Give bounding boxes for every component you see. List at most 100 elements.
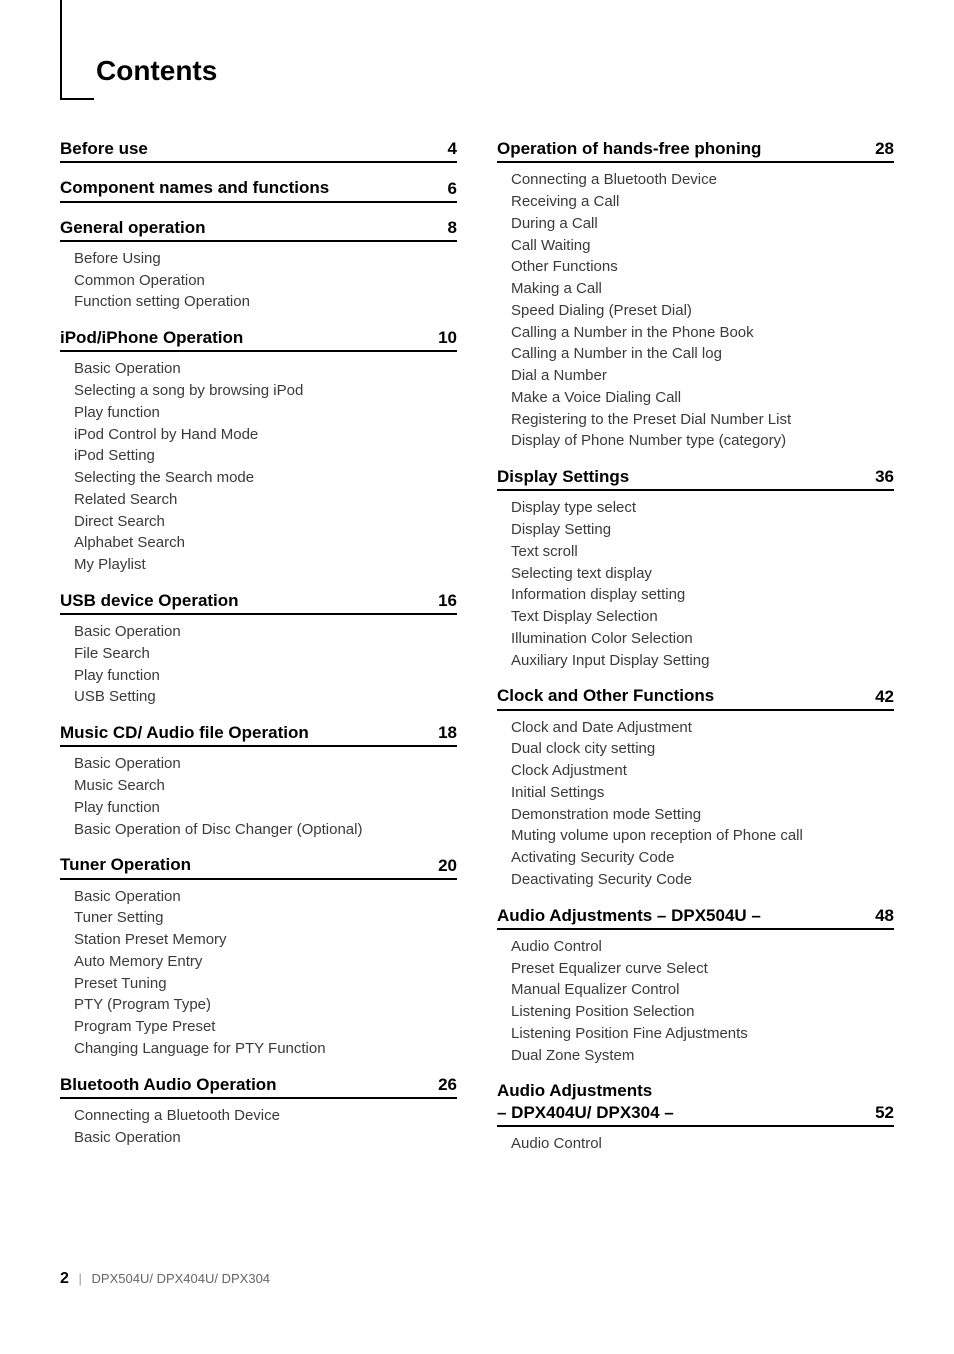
toc-item[interactable]: Connecting a Bluetooth Device <box>511 169 894 191</box>
toc-item[interactable]: Basic Operation <box>74 358 457 380</box>
toc-item[interactable]: Audio Control <box>511 1133 894 1155</box>
toc-item[interactable]: Manual Equalizer Control <box>511 979 894 1001</box>
toc-section-head[interactable]: Tuner Operation20 <box>60 854 457 879</box>
toc-item[interactable]: Station Preset Memory <box>74 929 457 951</box>
toc-item[interactable]: Selecting text display <box>511 563 894 585</box>
footer-separator: | <box>79 1271 82 1286</box>
toc-item[interactable]: Auxiliary Input Display Setting <box>511 650 894 672</box>
toc-item[interactable]: Music Search <box>74 775 457 797</box>
toc-item[interactable]: Function setting Operation <box>74 291 457 313</box>
toc-item[interactable]: Preset Tuning <box>74 973 457 995</box>
toc-section-title: Bluetooth Audio Operation <box>60 1074 277 1095</box>
toc-item[interactable]: Other Functions <box>511 256 894 278</box>
toc-item[interactable]: Preset Equalizer curve Select <box>511 958 894 980</box>
toc-item[interactable]: Basic Operation <box>74 621 457 643</box>
toc-item[interactable]: PTY (Program Type) <box>74 994 457 1016</box>
toc-item[interactable]: Calling a Number in the Call log <box>511 343 894 365</box>
toc-item[interactable]: Registering to the Preset Dial Number Li… <box>511 409 894 431</box>
toc-section-head[interactable]: USB device Operation16 <box>60 590 457 615</box>
toc-section-title: Audio Adjustments – DPX504U – <box>497 905 761 926</box>
toc-item[interactable]: Illumination Color Selection <box>511 628 894 650</box>
toc-item[interactable]: Activating Security Code <box>511 847 894 869</box>
toc-item[interactable]: Making a Call <box>511 278 894 300</box>
toc-item[interactable]: Call Waiting <box>511 235 894 257</box>
toc-item[interactable]: Muting volume upon reception of Phone ca… <box>511 825 894 847</box>
toc-section-head[interactable]: Audio Adjustments – DPX504U –48 <box>497 905 894 930</box>
toc-item[interactable]: File Search <box>74 643 457 665</box>
toc-section: Audio Adjustments – DPX404U/ DPX304 –52A… <box>497 1080 894 1154</box>
toc-section-head[interactable]: Component names and functions 6 <box>60 177 457 202</box>
toc-item[interactable]: Play function <box>74 797 457 819</box>
toc-section-title: Audio Adjustments – DPX404U/ DPX304 – <box>497 1080 674 1123</box>
toc-section-head[interactable]: Clock and Other Functions42 <box>497 685 894 710</box>
toc-item[interactable]: Clock Adjustment <box>511 760 894 782</box>
toc-section-head[interactable]: Bluetooth Audio Operation26 <box>60 1074 457 1099</box>
toc-item[interactable]: Initial Settings <box>511 782 894 804</box>
toc-section-head[interactable]: Operation of hands-free phoning28 <box>497 138 894 163</box>
toc-item[interactable]: Play function <box>74 665 457 687</box>
toc-section-head[interactable]: Display Settings36 <box>497 466 894 491</box>
toc-item[interactable]: Selecting the Search mode <box>74 467 457 489</box>
toc-item[interactable]: Speed Dialing (Preset Dial) <box>511 300 894 322</box>
toc-item[interactable]: Changing Language for PTY Function <box>74 1038 457 1060</box>
toc-section-page: 6 <box>448 179 457 199</box>
toc-item[interactable]: Display Setting <box>511 519 894 541</box>
toc-item[interactable]: Program Type Preset <box>74 1016 457 1038</box>
toc-item[interactable]: Dual Zone System <box>511 1045 894 1067</box>
toc-item[interactable]: Demonstration mode Setting <box>511 804 894 826</box>
toc-section-head[interactable]: Music CD/ Audio file Operation18 <box>60 722 457 747</box>
toc-section: Bluetooth Audio Operation26 Connecting a … <box>60 1074 457 1149</box>
toc-section-title: Component names and functions <box>60 177 329 198</box>
toc-item[interactable]: Basic Operation <box>74 886 457 908</box>
toc-item[interactable]: Play function <box>74 402 457 424</box>
toc-section-title: Clock and Other Functions <box>497 685 714 706</box>
toc-items: Clock and Date AdjustmentDual clock city… <box>497 711 894 891</box>
toc-section: Operation of hands-free phoning28Connect… <box>497 138 894 452</box>
toc-section-head[interactable]: Before use4 <box>60 138 457 163</box>
toc-item[interactable]: Audio Control <box>511 936 894 958</box>
toc-item[interactable]: Direct Search <box>74 511 457 533</box>
toc-item[interactable]: Alphabet Search <box>74 532 457 554</box>
toc-item[interactable]: Basic Operation <box>74 753 457 775</box>
toc-section: Component names and functions 6 <box>60 177 457 202</box>
toc-item[interactable]: Dual clock city setting <box>511 738 894 760</box>
toc-item[interactable]: Basic Operation of Disc Changer (Optiona… <box>74 819 457 841</box>
toc-item[interactable]: Calling a Number in the Phone Book <box>511 322 894 344</box>
toc-item[interactable]: Auto Memory Entry <box>74 951 457 973</box>
toc-item[interactable]: Listening Position Selection <box>511 1001 894 1023</box>
toc-item[interactable]: Display type select <box>511 497 894 519</box>
toc-item[interactable]: Selecting a song by browsing iPod <box>74 380 457 402</box>
toc-item[interactable]: USB Setting <box>74 686 457 708</box>
toc-item[interactable]: Before Using <box>74 248 457 270</box>
toc-items: Connecting a Bluetooth DeviceReceiving a… <box>497 163 894 452</box>
toc-item[interactable]: Tuner Setting <box>74 907 457 929</box>
title-container: Contents <box>60 56 894 98</box>
toc-item[interactable]: Dial a Number <box>511 365 894 387</box>
toc-column-right: Operation of hands-free phoning28Connect… <box>497 132 894 1169</box>
toc-item[interactable]: Display of Phone Number type (category) <box>511 430 894 452</box>
toc-item[interactable]: Listening Position Fine Adjustments <box>511 1023 894 1045</box>
toc-item[interactable]: Make a Voice Dialing Call <box>511 387 894 409</box>
toc-columns: Before use4 Component names and functions… <box>60 132 894 1169</box>
toc-section-head[interactable]: General operation8 <box>60 217 457 242</box>
toc-item[interactable]: Basic Operation <box>74 1127 457 1149</box>
toc-item[interactable]: Information display setting <box>511 584 894 606</box>
toc-item[interactable]: Related Search <box>74 489 457 511</box>
toc-item[interactable]: Connecting a Bluetooth Device <box>74 1105 457 1127</box>
toc-item[interactable]: Text Display Selection <box>511 606 894 628</box>
toc-item[interactable]: Text scroll <box>511 541 894 563</box>
toc-section-title: USB device Operation <box>60 590 239 611</box>
toc-item[interactable]: Deactivating Security Code <box>511 869 894 891</box>
toc-item[interactable]: iPod Control by Hand Mode <box>74 424 457 446</box>
toc-section-page: 28 <box>875 139 894 159</box>
toc-item[interactable]: Common Operation <box>74 270 457 292</box>
toc-item[interactable]: iPod Setting <box>74 445 457 467</box>
toc-items: Display type selectDisplay SettingText s… <box>497 491 894 671</box>
toc-item[interactable]: During a Call <box>511 213 894 235</box>
toc-section: iPod/iPhone Operation10Basic OperationSe… <box>60 327 457 576</box>
toc-item[interactable]: Receiving a Call <box>511 191 894 213</box>
toc-item[interactable]: My Playlist <box>74 554 457 576</box>
toc-item[interactable]: Clock and Date Adjustment <box>511 717 894 739</box>
toc-section-head[interactable]: iPod/iPhone Operation10 <box>60 327 457 352</box>
toc-section-head[interactable]: Audio Adjustments – DPX404U/ DPX304 –52 <box>497 1080 894 1127</box>
